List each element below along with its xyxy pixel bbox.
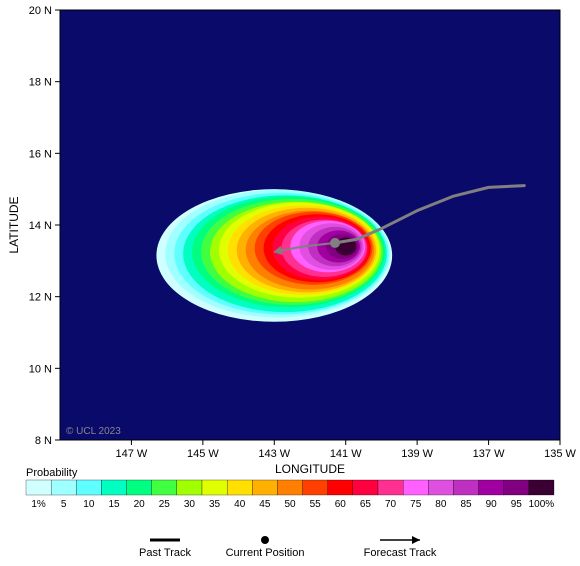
colorbar-tick-label: 65: [360, 499, 372, 510]
current-position-marker: [330, 238, 340, 248]
colorbar-tick-label: 30: [184, 499, 196, 510]
colorbar-tick-label: 35: [209, 499, 221, 510]
x-tick-label: 139 W: [401, 448, 433, 460]
legend-forecast-arrowhead-icon: [412, 536, 420, 544]
legend-current-position-icon: [261, 536, 269, 544]
x-tick-label: 137 W: [473, 448, 505, 460]
colorbar-segment: [202, 480, 227, 495]
colorbar-tick-label: 10: [83, 499, 95, 510]
colorbar-tick-label: 70: [385, 499, 397, 510]
y-tick-label: 16 N: [29, 148, 52, 160]
legend-current-position-label: Current Position: [226, 547, 305, 559]
y-tick-label: 18 N: [29, 77, 52, 89]
colorbar-segment: [378, 480, 403, 495]
colorbar-tick-label: 95: [511, 499, 523, 510]
colorbar-segment: [101, 480, 126, 495]
y-tick-label: 14 N: [29, 220, 52, 232]
x-tick-label: 135 W: [544, 448, 576, 460]
colorbar-segment: [303, 480, 328, 495]
track-probability-chart: 147 W 145 W 143 W 141 W 139 W 137 W 135 W LONGI…: [0, 0, 580, 566]
chart-svg: 147 W 145 W 143 W 141 W 139 W 137 W 135 W LONGI…: [0, 0, 580, 566]
colorbar-segment: [504, 480, 529, 495]
x-axis-label: LONGITUDE: [275, 462, 345, 476]
legend-forecast-track-label: Forecast Track: [364, 547, 437, 559]
colorbar-tick-label: 40: [234, 499, 246, 510]
colorbar-title: Probability: [26, 467, 78, 479]
legend-past-track-label: Past Track: [139, 547, 191, 559]
x-tick-label: 147 W: [116, 448, 148, 460]
y-tick-label: 10 N: [29, 363, 52, 375]
colorbar-segment: [51, 480, 76, 495]
colorbar-segment: [227, 480, 252, 495]
colorbar-segment: [529, 480, 554, 495]
x-tick-label: 141 W: [330, 448, 362, 460]
colorbar-tick-label: 80: [435, 499, 447, 510]
colorbar-tick-label: 15: [108, 499, 120, 510]
colorbar-tick-label: 1%: [31, 499, 46, 510]
colorbar-segment: [403, 480, 428, 495]
colorbar-tick-label: 75: [410, 499, 422, 510]
colorbar-tick-label: 5: [61, 499, 67, 510]
colorbar-segment: [328, 480, 353, 495]
colorbar-segment: [76, 480, 101, 495]
colorbar-tick-label: 25: [159, 499, 171, 510]
y-tick-label: 8 N: [35, 435, 52, 447]
colorbar-tick-label: 50: [284, 499, 296, 510]
colorbar-tick-label: 20: [134, 499, 146, 510]
colorbar-segment: [152, 480, 177, 495]
colorbar-tick-label: 85: [460, 499, 472, 510]
colorbar-segment: [453, 480, 478, 495]
colorbar-tick-label: 45: [259, 499, 271, 510]
colorbar-segment: [26, 480, 51, 495]
x-tick-label: 145 W: [187, 448, 219, 460]
colorbar-segment: [252, 480, 277, 495]
y-tick-label: 20 N: [29, 5, 52, 17]
colorbar-segment: [277, 480, 302, 495]
y-tick-label: 12 N: [29, 292, 52, 304]
colorbar-tick-label: 55: [310, 499, 322, 510]
colorbar-tick-label: 90: [486, 499, 498, 510]
copyright-text: © UCL 2023: [66, 426, 121, 437]
y-axis-label: LATITUDE: [7, 196, 21, 253]
colorbar-segment: [353, 480, 378, 495]
colorbar-tick-label: 100%: [529, 499, 555, 510]
colorbar-segment: [428, 480, 453, 495]
colorbar-segment: [127, 480, 152, 495]
colorbar-segment: [177, 480, 202, 495]
colorbar-segment: [479, 480, 504, 495]
colorbar-tick-label: 60: [335, 499, 347, 510]
x-tick-label: 143 W: [258, 448, 290, 460]
